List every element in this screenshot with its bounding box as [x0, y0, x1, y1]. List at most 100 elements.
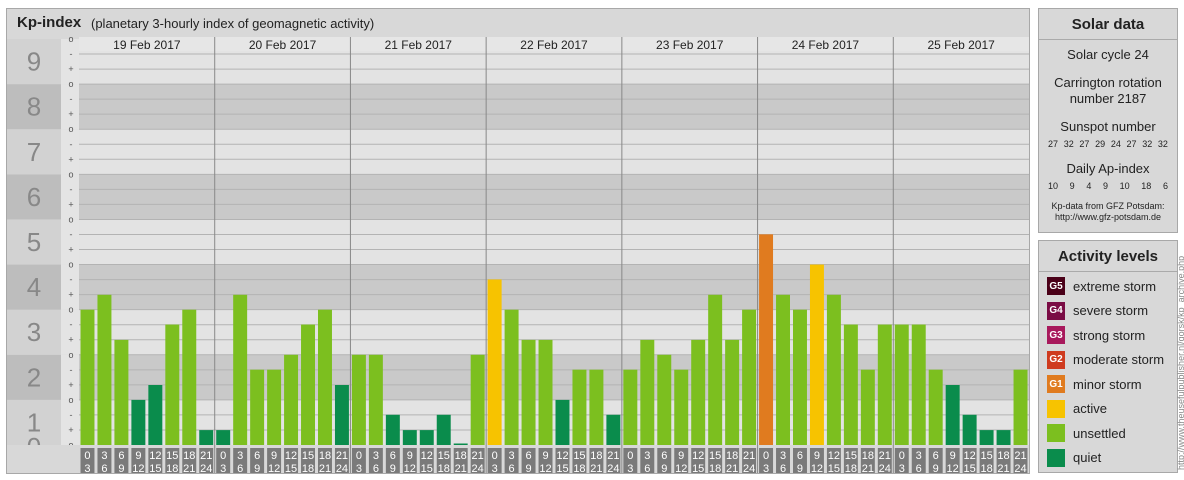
- hour-start-label: 15: [302, 450, 314, 462]
- kp-bar: [436, 414, 451, 445]
- level-swatch: G3: [1047, 326, 1065, 344]
- credit-url[interactable]: http://www.gfz-potsdam.de: [1054, 212, 1162, 222]
- hour-end-label: 12: [539, 463, 551, 473]
- kp-bar: [318, 309, 332, 445]
- hour-start-label: 15: [980, 450, 992, 462]
- level-swatch: [1047, 399, 1065, 418]
- level-label: active: [1073, 401, 1107, 416]
- hour-cell: [979, 448, 994, 473]
- y-subtick-band: [61, 39, 79, 85]
- divider: [1039, 271, 1177, 272]
- hour-cell: [674, 448, 689, 473]
- day-label: 21 Feb 2017: [385, 38, 453, 52]
- level-swatch: [1047, 448, 1065, 467]
- y-subtick-label: o: [68, 214, 73, 224]
- hour-end-label: 12: [811, 463, 823, 473]
- sunspot-value: 27: [1126, 139, 1137, 149]
- y-tick-label: 6: [27, 182, 41, 212]
- hour-start-label: 6: [390, 450, 396, 462]
- hour-start-label: 6: [254, 450, 260, 462]
- hour-start-label: 15: [166, 450, 178, 462]
- hour-end-label: 21: [183, 463, 195, 473]
- plot-band: [79, 84, 1029, 130]
- hour-end-label: 3: [492, 463, 498, 473]
- level-label: quiet: [1073, 450, 1102, 465]
- hour-end-label: 15: [964, 463, 976, 473]
- level-label: severe storm: [1073, 303, 1149, 318]
- hour-start-label: 3: [916, 450, 922, 462]
- y-subtick-label: +: [68, 290, 73, 300]
- hour-end-label: 24: [743, 463, 755, 473]
- y-axis-band: [7, 84, 61, 130]
- hour-cell: [131, 448, 146, 473]
- kp-bar: [453, 443, 468, 445]
- chart-title: Kp-index: [17, 14, 82, 31]
- hour-cell: [928, 448, 943, 473]
- hour-start-label: 6: [118, 450, 124, 462]
- hour-start-label: 3: [780, 450, 786, 462]
- kp-bar: [928, 369, 943, 445]
- hour-end-label: 24: [1014, 463, 1026, 473]
- hour-start-label: 9: [407, 450, 413, 462]
- y-subtick-label: o: [68, 350, 73, 360]
- y-subtick-label: -: [70, 229, 73, 239]
- activity-level-item: quiet: [1047, 448, 1101, 468]
- kp-bar: [216, 430, 231, 445]
- y-subtick-label: o: [68, 305, 73, 315]
- hour-cell: [114, 448, 129, 473]
- kp-bar: [80, 309, 95, 445]
- hour-start-label: 0: [899, 450, 905, 462]
- kp-bar: [538, 339, 553, 445]
- y-axis-band: [7, 174, 61, 220]
- hour-end-label: 3: [627, 463, 633, 473]
- hour-end-label: 12: [268, 463, 280, 473]
- hour-start-label: 9: [814, 450, 820, 462]
- hour-end-label: 18: [302, 463, 314, 473]
- hour-start-label: 3: [509, 450, 515, 462]
- level-label: unsettled: [1073, 425, 1126, 441]
- hour-start-label: 21: [200, 450, 212, 462]
- hour-start-label: 12: [149, 450, 161, 462]
- y-axis-band: [7, 264, 61, 310]
- sunspot-value: 32: [1142, 139, 1153, 149]
- hour-end-label: 6: [509, 463, 515, 473]
- ap-index-value: 4: [1086, 181, 1092, 191]
- kp-bar: [877, 324, 892, 445]
- kp-bar: [776, 294, 790, 445]
- hour-start-label: 0: [763, 450, 769, 462]
- y-subtick-label: -: [70, 184, 73, 194]
- hour-cell: [199, 448, 214, 473]
- hour-start-label: 12: [828, 450, 840, 462]
- hour-end-label: 12: [947, 463, 959, 473]
- kp-bar: [385, 414, 400, 445]
- hour-cell: [351, 448, 366, 473]
- hour-end-label: 6: [644, 463, 650, 473]
- activity-level-item: G1 minor storm: [1047, 374, 1142, 394]
- y-tick-label: 3: [27, 317, 41, 347]
- y-subtick-label: -: [70, 139, 73, 149]
- kp-bar: [725, 339, 740, 445]
- hour-cell: [572, 448, 587, 473]
- hour-start-label: 3: [644, 450, 650, 462]
- hour-start-label: 0: [84, 450, 90, 462]
- ap-index-value: 10: [1119, 181, 1130, 191]
- kp-bar: [284, 354, 299, 445]
- level-label: extreme storm: [1073, 278, 1157, 294]
- credit-line: Kp-data from GFZ Potsdam:: [1051, 201, 1165, 211]
- hour-start-label: 6: [525, 450, 531, 462]
- day-header: [79, 37, 1029, 51]
- hour-cell: [640, 448, 655, 473]
- hour-cell: [368, 448, 383, 473]
- axis-corner: [7, 445, 79, 473]
- hour-start-label: 21: [336, 450, 348, 462]
- level-swatch: G4: [1047, 301, 1065, 320]
- y-tick-label: 4: [27, 272, 41, 302]
- y-tick-label: 5: [27, 227, 41, 257]
- hour-start-label: 0: [627, 450, 633, 462]
- kp-bar: [1013, 369, 1028, 445]
- hour-cell: [504, 448, 519, 473]
- kp-bar: [759, 234, 774, 445]
- hour-end-label: 21: [455, 463, 467, 473]
- hour-end-label: 24: [200, 463, 212, 473]
- hour-start-label: 21: [607, 450, 619, 462]
